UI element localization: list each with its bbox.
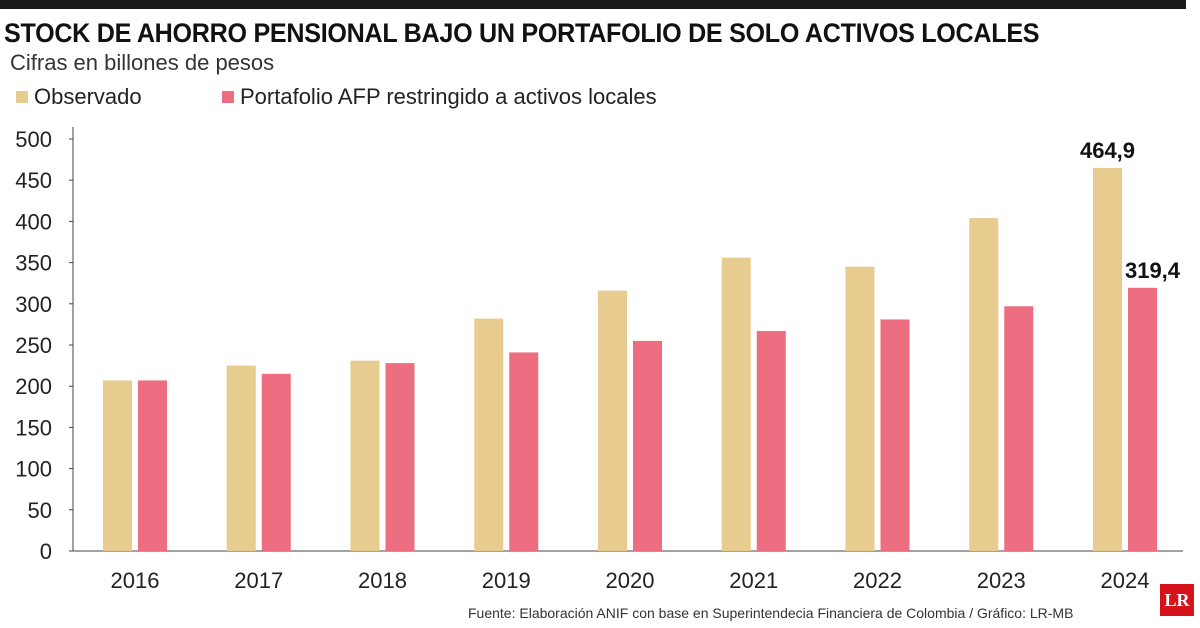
y-tick-label: 250 <box>15 333 52 358</box>
bar-restringido-2016 <box>138 380 167 551</box>
lr-logo: LR <box>1160 584 1194 616</box>
legend-label-observado: Observado <box>34 84 142 109</box>
data-label-2024-observado: 464,9 <box>1080 138 1135 163</box>
chart-title: STOCK DE AHORRO PENSIONAL BAJO UN PORTAF… <box>4 18 1040 48</box>
x-tick-label: 2020 <box>606 568 655 593</box>
x-tick-label: 2018 <box>358 568 407 593</box>
bar-restringido-2023 <box>1004 306 1034 551</box>
bar-observado-2019 <box>474 318 504 551</box>
y-tick-label: 100 <box>15 457 52 482</box>
bar-observado-2022 <box>845 266 875 551</box>
bar-observado-2018 <box>350 360 380 551</box>
bar-restringido-2024 <box>1128 287 1157 551</box>
y-tick-label: 400 <box>15 209 52 234</box>
bar-restringido-2020 <box>633 340 662 551</box>
x-tick-label: 2016 <box>111 568 160 593</box>
x-tick-label: 2021 <box>729 568 778 593</box>
data-label-2024-restringido: 319,4 <box>1125 258 1181 283</box>
x-tick-label: 2019 <box>482 568 531 593</box>
y-tick-label: 150 <box>15 415 52 440</box>
top-rule <box>0 0 1186 9</box>
x-tick-label: 2024 <box>1101 568 1150 593</box>
bar-restringido-2021 <box>756 330 786 551</box>
bar-observado-2016 <box>103 380 132 551</box>
bar-restringido-2019 <box>509 352 539 551</box>
bar-observado-2023 <box>969 218 999 551</box>
bar-restringido-2017 <box>261 373 291 551</box>
x-tick-label: 2022 <box>853 568 902 593</box>
bar-observado-2017 <box>226 365 256 551</box>
bar-restringido-2018 <box>385 363 415 551</box>
y-tick-label: 450 <box>15 168 52 193</box>
legend-swatch-observado <box>16 91 28 103</box>
source-note: Fuente: Elaboración ANIF con base en Sup… <box>468 605 1074 621</box>
bar-restringido-2022 <box>880 319 910 551</box>
y-tick-label: 350 <box>15 251 52 276</box>
legend-label-restringido: Portafolio AFP restringido a activos loc… <box>240 84 657 109</box>
y-tick-label: 300 <box>15 292 52 317</box>
bar-observado-2020 <box>598 290 627 551</box>
x-tick-label: 2023 <box>977 568 1026 593</box>
y-tick-label: 200 <box>15 374 52 399</box>
bar-observado-2021 <box>721 257 751 551</box>
x-tick-label: 2017 <box>234 568 283 593</box>
legend-swatch-restringido <box>222 91 234 103</box>
y-tick-label: 50 <box>28 498 52 523</box>
chart-subtitle: Cifras en billones de pesos <box>10 50 275 75</box>
y-tick-label: 0 <box>40 539 52 564</box>
bar-observado-2024 <box>1093 167 1122 551</box>
legend-item-restringido: Portafolio AFP restringido a activos loc… <box>222 84 657 110</box>
legend-item-observado: Observado <box>16 84 142 110</box>
y-tick-label: 500 <box>15 127 52 152</box>
